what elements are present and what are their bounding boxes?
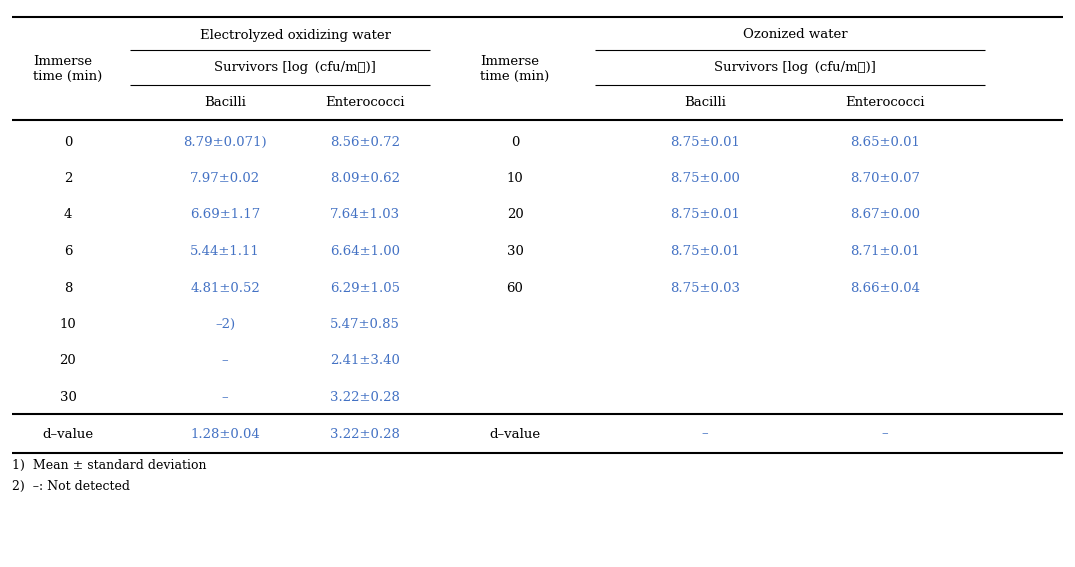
Text: d–value: d–value bbox=[42, 428, 94, 441]
Text: –: – bbox=[702, 428, 708, 441]
Text: 8.79±0.071): 8.79±0.071) bbox=[183, 136, 267, 149]
Text: 3.22±0.28: 3.22±0.28 bbox=[330, 391, 400, 404]
Text: 8.67±0.00: 8.67±0.00 bbox=[850, 209, 920, 222]
Text: Survivors [log (cfu/mℓ)]: Survivors [log (cfu/mℓ)] bbox=[714, 61, 876, 74]
Text: 8.70±0.07: 8.70±0.07 bbox=[850, 172, 920, 185]
Text: 1.28±0.04: 1.28±0.04 bbox=[190, 428, 260, 441]
Text: Bacilli: Bacilli bbox=[684, 96, 726, 109]
Text: d–value: d–value bbox=[489, 428, 541, 441]
Text: Immerse
time (min): Immerse time (min) bbox=[481, 54, 549, 83]
Text: 8.56±0.72: 8.56±0.72 bbox=[330, 136, 400, 149]
Text: 4: 4 bbox=[63, 209, 72, 222]
Text: 20: 20 bbox=[59, 354, 76, 367]
Text: 0: 0 bbox=[63, 136, 72, 149]
Text: 7.97±0.02: 7.97±0.02 bbox=[190, 172, 260, 185]
Text: 8.75±0.03: 8.75±0.03 bbox=[670, 281, 740, 294]
Text: 5.44±1.11: 5.44±1.11 bbox=[190, 245, 260, 258]
Text: –: – bbox=[882, 428, 888, 441]
Text: Enterococci: Enterococci bbox=[845, 96, 924, 109]
Text: 8.66±0.04: 8.66±0.04 bbox=[850, 281, 920, 294]
Text: 8.65±0.01: 8.65±0.01 bbox=[850, 136, 920, 149]
Text: 8.75±0.01: 8.75±0.01 bbox=[670, 245, 740, 258]
Text: 6.69±1.17: 6.69±1.17 bbox=[190, 209, 260, 222]
Text: 7.64±1.03: 7.64±1.03 bbox=[330, 209, 400, 222]
Text: 60: 60 bbox=[506, 281, 524, 294]
Text: 8.75±0.00: 8.75±0.00 bbox=[670, 172, 740, 185]
Text: 8.75±0.01: 8.75±0.01 bbox=[670, 209, 740, 222]
Text: 8.75±0.01: 8.75±0.01 bbox=[670, 136, 740, 149]
Text: 2.41±3.40: 2.41±3.40 bbox=[330, 354, 400, 367]
Text: 8.09±0.62: 8.09±0.62 bbox=[330, 172, 400, 185]
Text: –: – bbox=[221, 391, 228, 404]
Text: 30: 30 bbox=[506, 245, 524, 258]
Text: 2)  –: Not detected: 2) –: Not detected bbox=[12, 480, 130, 493]
Text: Immerse
time (min): Immerse time (min) bbox=[33, 54, 102, 83]
Text: 3.22±0.28: 3.22±0.28 bbox=[330, 428, 400, 441]
Text: –: – bbox=[221, 354, 228, 367]
Text: 20: 20 bbox=[506, 209, 524, 222]
Text: 6.29±1.05: 6.29±1.05 bbox=[330, 281, 400, 294]
Text: Bacilli: Bacilli bbox=[204, 96, 246, 109]
Text: 6: 6 bbox=[63, 245, 72, 258]
Text: Electrolyzed oxidizing water: Electrolyzed oxidizing water bbox=[200, 28, 390, 41]
Text: 2: 2 bbox=[63, 172, 72, 185]
Text: 8: 8 bbox=[63, 281, 72, 294]
Text: –2): –2) bbox=[215, 318, 235, 331]
Text: 8.71±0.01: 8.71±0.01 bbox=[850, 245, 920, 258]
Text: 5.47±0.85: 5.47±0.85 bbox=[330, 318, 400, 331]
Text: Ozonized water: Ozonized water bbox=[743, 28, 847, 41]
Text: 1)  Mean ± standard deviation: 1) Mean ± standard deviation bbox=[12, 459, 206, 472]
Text: 4.81±0.52: 4.81±0.52 bbox=[190, 281, 260, 294]
Text: 10: 10 bbox=[506, 172, 524, 185]
Text: 0: 0 bbox=[511, 136, 519, 149]
Text: Enterococci: Enterococci bbox=[326, 96, 405, 109]
Text: Survivors [log (cfu/mℓ)]: Survivors [log (cfu/mℓ)] bbox=[214, 61, 376, 74]
Text: 6.64±1.00: 6.64±1.00 bbox=[330, 245, 400, 258]
Text: 10: 10 bbox=[59, 318, 76, 331]
Text: 30: 30 bbox=[59, 391, 76, 404]
